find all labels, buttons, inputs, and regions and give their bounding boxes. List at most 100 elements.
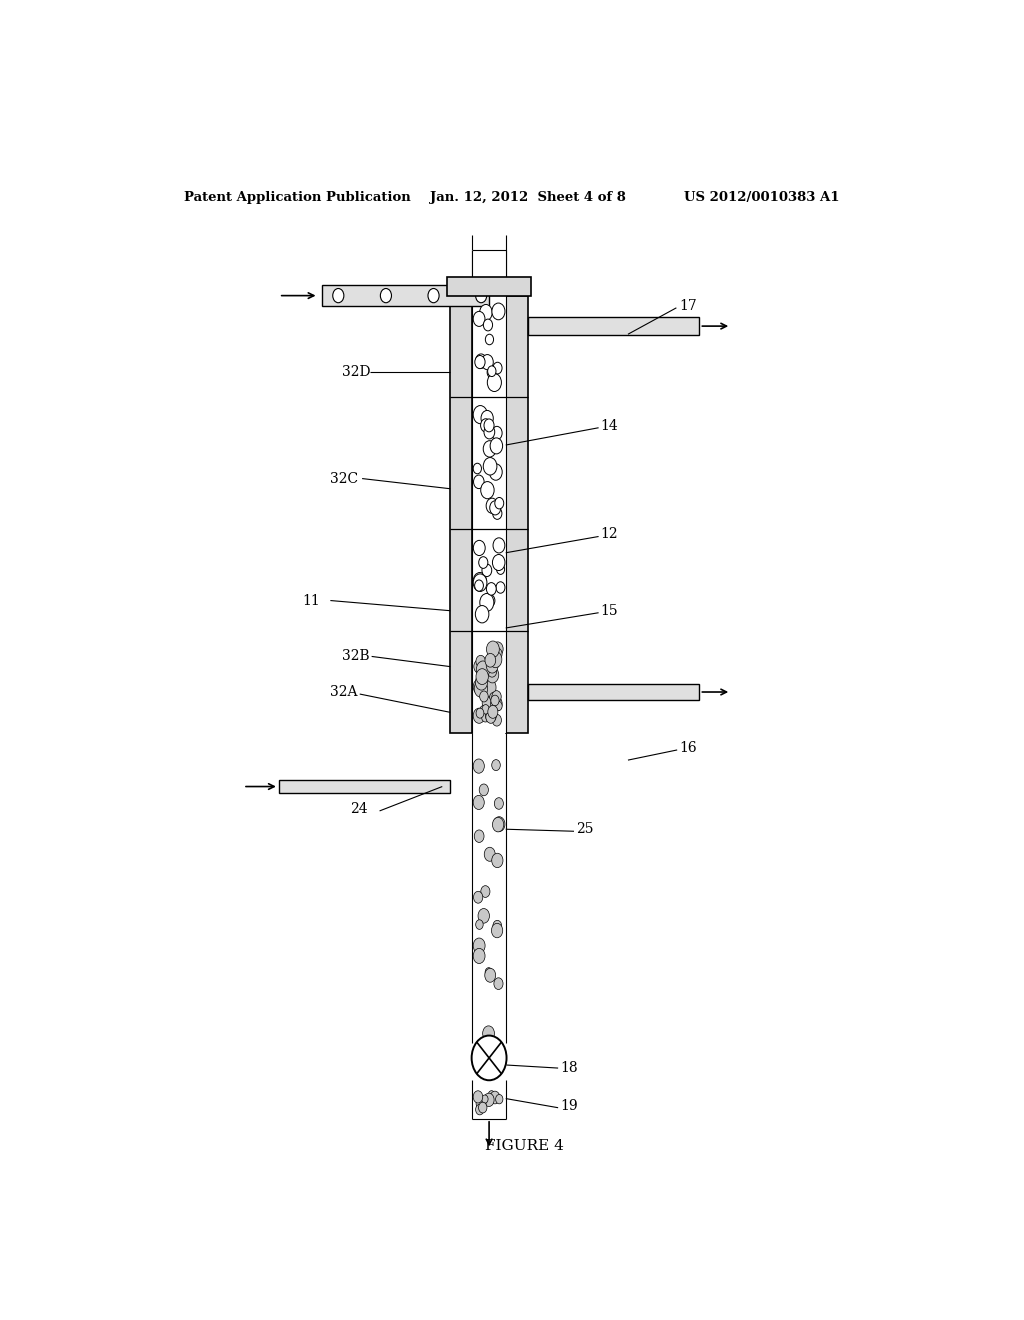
Circle shape xyxy=(495,797,504,809)
Circle shape xyxy=(475,355,485,368)
Text: 15: 15 xyxy=(600,603,617,618)
Circle shape xyxy=(476,920,483,929)
Circle shape xyxy=(475,354,486,368)
Text: Patent Application Publication: Patent Application Publication xyxy=(183,191,411,203)
Circle shape xyxy=(473,475,484,488)
Circle shape xyxy=(483,458,497,475)
Circle shape xyxy=(493,507,502,519)
Circle shape xyxy=(488,1090,495,1100)
Circle shape xyxy=(481,355,494,370)
Circle shape xyxy=(487,367,496,378)
Circle shape xyxy=(473,312,485,326)
Bar xyxy=(279,780,451,793)
Circle shape xyxy=(484,969,496,982)
Circle shape xyxy=(483,1093,495,1106)
Circle shape xyxy=(486,657,499,673)
Circle shape xyxy=(473,939,485,953)
Circle shape xyxy=(482,705,489,714)
Circle shape xyxy=(481,1096,488,1104)
Circle shape xyxy=(473,573,486,590)
Circle shape xyxy=(476,708,484,718)
Circle shape xyxy=(380,289,391,302)
Circle shape xyxy=(474,830,484,842)
Circle shape xyxy=(489,693,497,701)
Circle shape xyxy=(474,660,484,673)
Circle shape xyxy=(496,582,505,593)
Circle shape xyxy=(490,1092,500,1104)
Circle shape xyxy=(473,463,481,474)
Circle shape xyxy=(493,920,502,932)
Circle shape xyxy=(480,682,492,696)
Text: FIGURE 4: FIGURE 4 xyxy=(485,1139,564,1154)
Circle shape xyxy=(475,289,486,302)
Circle shape xyxy=(489,500,501,515)
Circle shape xyxy=(473,540,485,556)
Text: 11: 11 xyxy=(303,594,321,607)
Circle shape xyxy=(485,710,496,723)
Circle shape xyxy=(493,362,502,374)
Circle shape xyxy=(485,968,493,977)
Text: 18: 18 xyxy=(560,1061,579,1074)
Circle shape xyxy=(487,665,497,677)
Circle shape xyxy=(495,701,502,710)
Circle shape xyxy=(494,978,503,990)
Text: 32A: 32A xyxy=(331,685,357,700)
Circle shape xyxy=(493,537,505,553)
Circle shape xyxy=(487,366,496,376)
Circle shape xyxy=(478,557,487,569)
Text: 24: 24 xyxy=(350,801,368,816)
Circle shape xyxy=(479,305,493,321)
Circle shape xyxy=(484,425,495,440)
Circle shape xyxy=(475,579,483,591)
Circle shape xyxy=(485,594,495,607)
Circle shape xyxy=(482,1026,495,1041)
Bar xyxy=(472,249,506,277)
Circle shape xyxy=(478,908,489,923)
Circle shape xyxy=(490,441,500,453)
Circle shape xyxy=(475,606,488,623)
Circle shape xyxy=(473,796,484,809)
Text: 25: 25 xyxy=(577,822,594,837)
Circle shape xyxy=(490,697,502,711)
Bar xyxy=(506,296,528,733)
Circle shape xyxy=(483,441,496,457)
Circle shape xyxy=(473,1090,482,1104)
Circle shape xyxy=(485,334,494,345)
Circle shape xyxy=(473,678,485,694)
Circle shape xyxy=(428,289,439,302)
Circle shape xyxy=(485,653,496,667)
Circle shape xyxy=(333,289,344,302)
Text: 12: 12 xyxy=(600,528,617,541)
Circle shape xyxy=(476,1097,486,1110)
Circle shape xyxy=(486,642,500,657)
Circle shape xyxy=(489,463,502,480)
Bar xyxy=(472,296,506,733)
Circle shape xyxy=(489,651,502,668)
Circle shape xyxy=(492,853,503,867)
Text: 19: 19 xyxy=(560,1098,579,1113)
Circle shape xyxy=(492,690,501,702)
Bar xyxy=(447,277,531,296)
Circle shape xyxy=(479,784,488,796)
Circle shape xyxy=(472,1036,507,1080)
Circle shape xyxy=(492,923,503,937)
Circle shape xyxy=(487,374,502,392)
Text: 32B: 32B xyxy=(342,649,370,664)
Bar xyxy=(451,296,472,733)
Circle shape xyxy=(480,418,490,432)
Circle shape xyxy=(473,708,485,723)
Circle shape xyxy=(484,418,494,432)
Circle shape xyxy=(476,661,489,678)
Text: US 2012/0010383 A1: US 2012/0010383 A1 xyxy=(684,191,839,203)
Circle shape xyxy=(486,498,498,513)
Text: 17: 17 xyxy=(680,298,697,313)
Circle shape xyxy=(479,690,488,702)
Circle shape xyxy=(474,680,487,697)
Text: 14: 14 xyxy=(600,418,617,433)
Bar xyxy=(528,684,699,700)
Circle shape xyxy=(475,675,487,690)
Circle shape xyxy=(492,304,505,319)
Text: 32C: 32C xyxy=(331,471,358,486)
Bar xyxy=(528,317,699,335)
Circle shape xyxy=(478,1102,487,1113)
